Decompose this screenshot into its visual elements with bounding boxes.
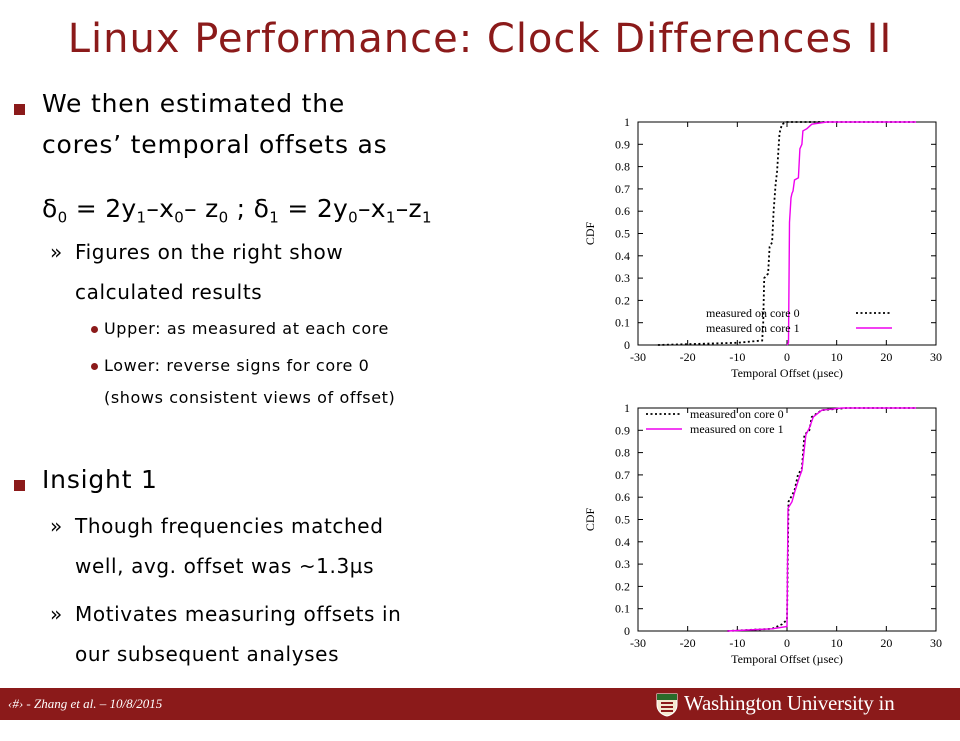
y-tick-label: 0.1	[615, 316, 630, 330]
sub-sub-bullet-dot	[91, 363, 98, 370]
sub-bullet-marker: »	[50, 602, 63, 626]
x-tick-label: -10	[729, 636, 745, 650]
y-tick-label: 0.5	[615, 227, 630, 241]
footer-author-date: - Zhang et al. – 10/8/2015	[23, 696, 163, 711]
y-tick-label: 0.7	[615, 182, 630, 196]
x-tick-label: 30	[930, 350, 942, 364]
sub-sub-bullet-dot	[91, 326, 98, 333]
sub1-line2: calculated results	[75, 280, 263, 304]
legend-label: measured on core 0	[706, 306, 800, 320]
series-line-core1	[786, 121, 917, 346]
cdf-chart-lower: -30 -20 -10 0 10 20 30 0 0.1 0.2 0.3 0.4 0.5 0.6 0.7 0.…	[583, 401, 942, 666]
x-tick-label: -20	[680, 350, 696, 364]
legend-label: measured on core 1	[706, 321, 800, 335]
y-tick-label: 0.2	[615, 579, 630, 593]
series-line-core1	[727, 407, 917, 632]
series-line-core0	[657, 121, 917, 346]
x-axis-label: Temporal Offset (µsec)	[731, 366, 843, 380]
y-tick-label: 1	[624, 401, 630, 415]
sub2-line2: well, avg. offset was ~1.3µs	[75, 554, 375, 578]
university-shield-icon	[656, 693, 678, 717]
sub1-b-line1: Lower: reverse signs for core 0	[104, 356, 370, 375]
x-tick-label: 10	[831, 350, 843, 364]
sub1-a: Upper: as measured at each core	[104, 319, 389, 338]
sub3-line2: our subsequent analyses	[75, 642, 340, 666]
y-axis-label: CDF	[583, 222, 597, 246]
sub-bullet-marker: »	[50, 240, 63, 264]
sub1-b-line2: (shows consistent views of offset)	[104, 388, 396, 407]
slide-title: Linux Performance: Clock Differences II	[67, 16, 893, 62]
bullet1-line2: cores’ temporal offsets as	[42, 130, 388, 159]
cdf-chart-upper: -30 -20 -10 0 10 20 30 0 0.1 0.2 0.3 0.4 0.5 0.6 0.7 0.…	[583, 115, 942, 380]
y-tick-label: 0	[624, 338, 630, 352]
x-tick-label: 20	[880, 636, 892, 650]
x-tick-label: -20	[680, 636, 696, 650]
footer-citation: ‹#› - Zhang et al. – 10/8/2015	[8, 696, 162, 712]
y-axis-label: CDF	[583, 508, 597, 532]
sub3-line1: Motivates measuring offsets in	[75, 602, 402, 626]
series-line-core0	[727, 407, 917, 632]
y-tick-label: 1	[624, 115, 630, 129]
bullet1-line1: We then estimated the	[42, 89, 346, 118]
y-tick-label: 0.8	[615, 446, 630, 460]
x-tick-label: -30	[630, 350, 646, 364]
x-tick-label: 0	[784, 350, 790, 364]
y-tick-label: 0	[624, 624, 630, 638]
y-tick-label: 0.4	[615, 535, 630, 549]
y-tick-label: 0.5	[615, 513, 630, 527]
x-tick-label: -30	[630, 636, 646, 650]
bullet-square	[14, 480, 25, 491]
bullet-square	[14, 104, 25, 115]
footer-bar: ‹#› - Zhang et al. – 10/8/2015 Washingto…	[0, 688, 960, 740]
y-tick-label: 0.1	[615, 602, 630, 616]
university-wordmark: Washington University in St.Louis	[684, 691, 895, 740]
sub1-line1: Figures on the right show	[75, 240, 344, 264]
y-tick-label: 0.3	[615, 271, 630, 285]
sub-bullet-marker: »	[50, 514, 63, 538]
legend-label: measured on core 0	[690, 407, 784, 421]
offset-formula: δ0 = 2y1–x0– z0 ; δ1 = 2y0–x1–z1	[42, 194, 432, 227]
x-tick-label: -10	[729, 350, 745, 364]
y-tick-label: 0.9	[615, 137, 630, 151]
x-tick-label: 10	[831, 636, 843, 650]
y-tick-label: 0.3	[615, 557, 630, 571]
x-tick-label: 20	[880, 350, 892, 364]
y-tick-label: 0.2	[615, 293, 630, 307]
y-tick-label: 0.7	[615, 468, 630, 482]
bullet2-label: Insight 1	[42, 465, 158, 494]
x-tick-label: 30	[930, 636, 942, 650]
y-tick-label: 0.4	[615, 249, 630, 263]
legend-label: measured on core 1	[690, 422, 784, 436]
sub2-line1: Though frequencies matched	[75, 514, 384, 538]
x-axis-label: Temporal Offset (µsec)	[731, 652, 843, 666]
y-tick-label: 0.9	[615, 423, 630, 437]
y-tick-label: 0.6	[615, 204, 630, 218]
y-tick-label: 0.6	[615, 490, 630, 504]
page-number: ‹#›	[8, 696, 24, 711]
x-tick-label: 0	[784, 636, 790, 650]
y-tick-label: 0.8	[615, 160, 630, 174]
